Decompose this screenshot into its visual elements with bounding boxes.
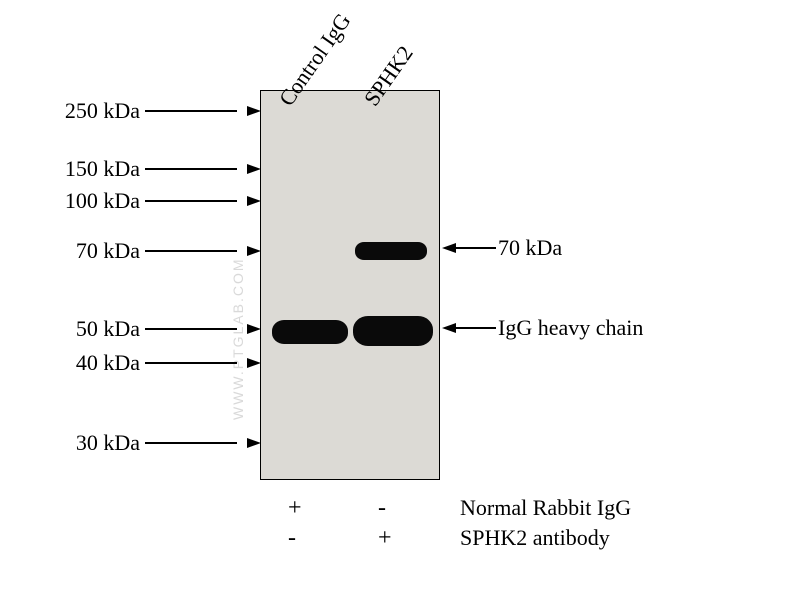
mw-arrow-line (145, 110, 237, 112)
mw-arrow-line (145, 168, 237, 170)
mw-arrow-tip (247, 358, 261, 368)
mw-arrow-tip (247, 106, 261, 116)
mw-label: 150 kDa (40, 156, 140, 182)
blot-membrane (260, 90, 440, 480)
blot-band (272, 320, 348, 344)
mw-label: 30 kDa (40, 430, 140, 456)
mw-arrow-tip (247, 246, 261, 256)
blot-band (355, 242, 427, 260)
mw-label: 50 kDa (40, 316, 140, 342)
mw-arrow-line (145, 442, 237, 444)
band-arrow-line (456, 327, 496, 329)
mw-arrow-line (145, 200, 237, 202)
mw-label: 250 kDa (40, 98, 140, 124)
mw-label: 100 kDa (40, 188, 140, 214)
condition-symbol: + (288, 495, 302, 522)
band-label: 70 kDa (498, 235, 562, 261)
mw-arrow-tip (247, 324, 261, 334)
condition-label: SPHK2 antibody (460, 525, 610, 551)
band-arrow-line (456, 247, 496, 249)
band-arrow-tip (442, 243, 456, 253)
mw-arrow-line (145, 250, 237, 252)
blot-band (353, 316, 433, 346)
mw-arrow-tip (247, 196, 261, 206)
mw-label: 70 kDa (40, 238, 140, 264)
condition-symbol: - (378, 495, 386, 522)
condition-label: Normal Rabbit IgG (460, 495, 631, 521)
mw-arrow-line (145, 328, 237, 330)
mw-arrow-tip (247, 438, 261, 448)
band-label: IgG heavy chain (498, 315, 643, 341)
condition-symbol: - (288, 525, 296, 552)
mw-arrow-tip (247, 164, 261, 174)
blot-figure: WWW.PTGLAB.COM 250 kDa 150 kDa 100 kDa 70 k… (0, 0, 800, 600)
condition-symbol: + (378, 525, 392, 552)
band-arrow-tip (442, 323, 456, 333)
watermark: WWW.PTGLAB.COM (230, 257, 246, 420)
mw-arrow-line (145, 362, 237, 364)
mw-label: 40 kDa (40, 350, 140, 376)
